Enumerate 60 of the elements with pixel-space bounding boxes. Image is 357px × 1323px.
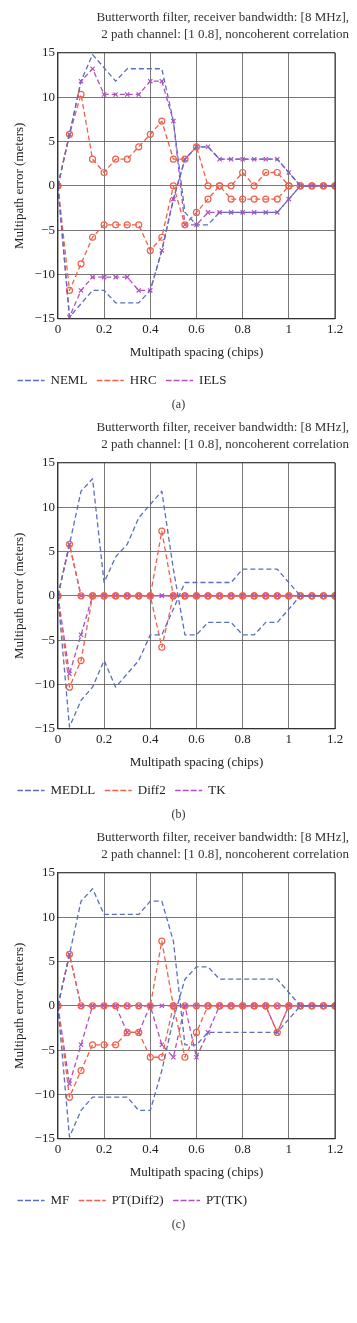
x-axis-title: Multipath spacing (chips) — [129, 1163, 264, 1179]
text: (b) — [170, 807, 187, 822]
legend-label: HRC — [129, 371, 157, 387]
y-tick-label: 0 — [48, 177, 55, 193]
chart-title: Butterworth filter, receiver bandwidth: [8 MHz], 2 path channel: [1 0.8], noncoherent correlation — [95, 418, 349, 452]
legend-label: PT(TK) — [206, 1191, 248, 1207]
legend-label: NEML — [50, 371, 88, 387]
y-tick-label: 0 — [48, 587, 55, 603]
legend-label: Diff2 — [137, 781, 166, 797]
x-tick-label: 1 — [285, 731, 293, 747]
y-tick-label: −10 — [34, 265, 55, 281]
x-tick-label: 1 — [285, 1141, 293, 1157]
y-tick-label: −10 — [34, 1085, 55, 1101]
y-tick-label: −5 — [41, 631, 55, 647]
x-tick-label: 0.2 — [95, 731, 113, 747]
x-tick-label: 0.4 — [142, 1141, 159, 1157]
x-tick-label: 0.8 — [234, 321, 251, 337]
legend-label: MEDLL — [50, 781, 96, 797]
x-tick-label: 0.8 — [234, 731, 251, 747]
text: (a) — [170, 397, 187, 412]
y-tick-label: 5 — [48, 952, 55, 968]
x-tick-label: 1.2 — [326, 1141, 344, 1157]
y-tick-label: −5 — [41, 221, 55, 237]
y-tick-label: −15 — [34, 720, 55, 736]
y-axis-title: Multipath error (meters) — [11, 532, 27, 659]
x-tick-label: 1.2 — [326, 321, 344, 337]
y-tick-label: 0 — [48, 997, 55, 1013]
x-tick-label: 0.6 — [188, 321, 206, 337]
y-tick-label: 15 — [41, 44, 55, 60]
y-tick-label: −15 — [34, 310, 55, 326]
y-tick-label: 10 — [41, 88, 55, 104]
y-tick-label: 10 — [41, 908, 55, 924]
x-tick-label: 1 — [285, 321, 293, 337]
x-axis-title: Multipath spacing (chips) — [129, 343, 264, 359]
x-axis-title: Multipath spacing (chips) — [129, 753, 264, 769]
legend-label: MF — [50, 1191, 70, 1207]
x-tick-label: 0.4 — [142, 321, 159, 337]
chart-title: Butterworth filter, receiver bandwidth: [8 MHz], 2 path channel: [1 0.8], noncoherent correlation — [95, 828, 349, 862]
x-tick-label: 0.2 — [95, 1141, 113, 1157]
y-tick-label: 5 — [48, 542, 55, 558]
x-tick-label: 0.4 — [142, 731, 159, 747]
legend-label: IELS — [199, 371, 227, 387]
y-axis-title: Multipath error (meters) — [11, 942, 27, 1069]
y-tick-label: −15 — [34, 1130, 55, 1146]
chart-title: Butterworth filter, receiver bandwidth: [8 MHz], 2 path channel: [1 0.8], noncoherent correlation — [95, 8, 349, 42]
y-tick-label: 15 — [41, 864, 55, 880]
legend-label: PT(Diff2) — [111, 1191, 164, 1207]
text: (c) — [170, 1217, 187, 1232]
x-tick-label: 0.6 — [188, 731, 206, 747]
x-tick-label: 0.2 — [95, 321, 113, 337]
y-tick-label: −5 — [41, 1041, 55, 1057]
x-tick-label: 0.6 — [188, 1141, 206, 1157]
y-tick-label: 10 — [41, 498, 55, 514]
y-tick-label: 15 — [41, 454, 55, 470]
y-tick-label: 5 — [48, 132, 55, 148]
legend-label: TK — [208, 781, 227, 797]
x-tick-label: 1.2 — [326, 731, 344, 747]
y-tick-label: −10 — [34, 675, 55, 691]
y-axis-title: Multipath error (meters) — [11, 122, 27, 249]
x-tick-label: 0.8 — [234, 1141, 251, 1157]
